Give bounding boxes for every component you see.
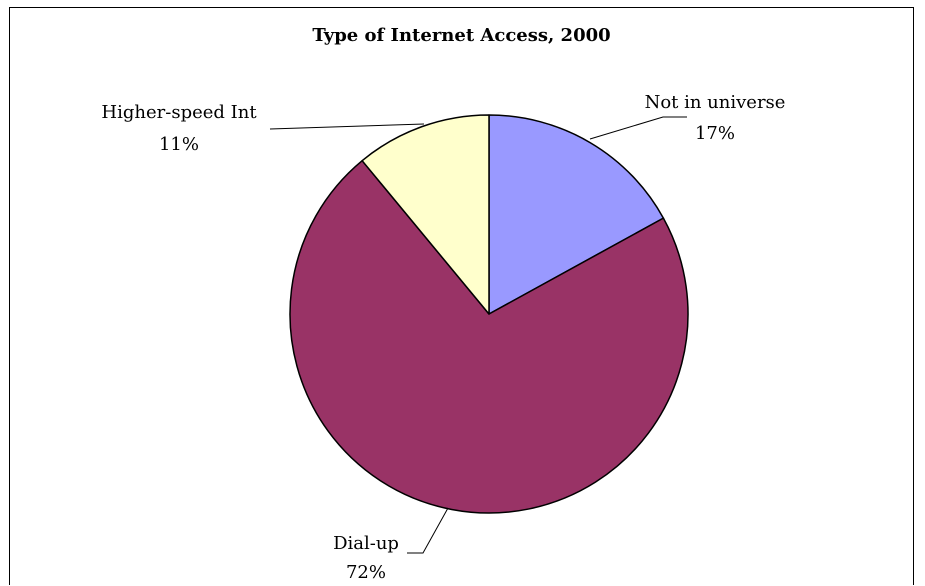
data-labels: Not in universe 17% Dial-up 72% Higher-speed… [101,92,785,583]
leader-line-not-in-universe [589,116,687,140]
slice-percent-higher-speed-int: 11% [159,134,199,155]
slice-label-dial-up: Dial-up [333,533,399,554]
pie-slice-dial-up [289,159,689,514]
pie-chart: Not in universe 17% Dial-up 72% Higher-speed… [101,92,785,583]
slice-percent-dial-up: 72% [346,562,386,583]
slice-percent-not-in-universe: 17% [695,123,735,144]
leader-line-dial-up [407,507,449,554]
pie-slices [289,114,689,514]
leader-line-higher-speed-int [269,123,425,130]
slice-label-not-in-universe: Not in universe [645,92,786,113]
pie-slice-not-in-universe [488,114,665,315]
slice-label-higher-speed-int: Higher-speed Int [101,102,257,123]
pie-slice-higher-speed-int [361,114,490,315]
leader-lines [269,116,687,554]
chart-title: Type of Internet Access, 2000 [312,25,611,46]
chart-frame: Type of Internet Access, 2000 Not in uni… [9,7,914,585]
